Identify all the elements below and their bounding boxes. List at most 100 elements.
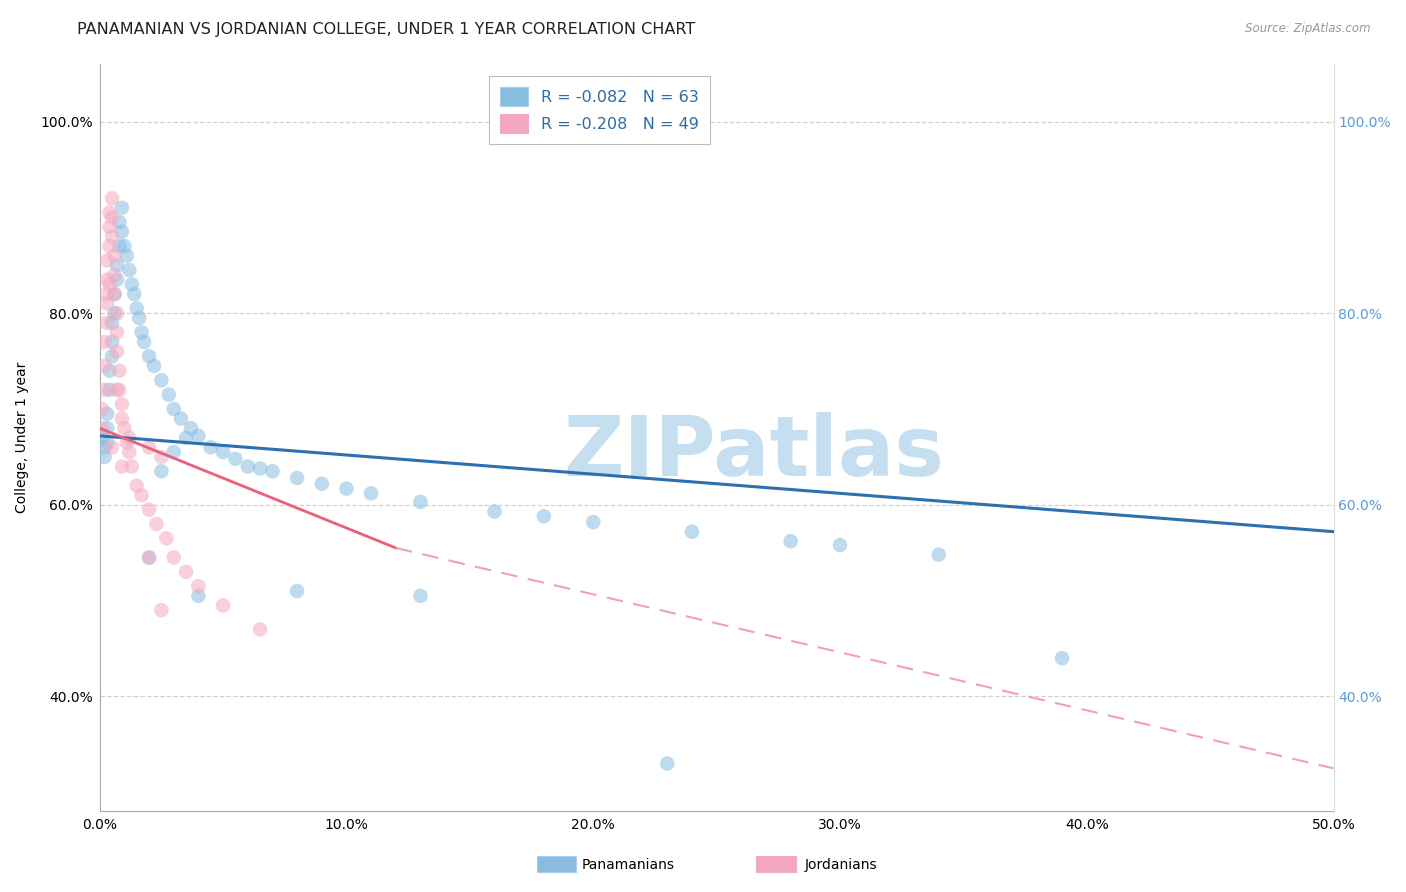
Point	[105, 273, 128, 287]
Point	[928, 548, 950, 562]
Point	[93, 441, 115, 455]
Point	[236, 459, 259, 474]
Point	[335, 482, 357, 496]
Point	[115, 435, 138, 450]
Point	[657, 756, 679, 771]
Point	[101, 316, 124, 330]
Point	[111, 397, 134, 411]
Point	[681, 524, 703, 539]
Point	[125, 301, 148, 316]
Point	[249, 461, 271, 475]
Point	[121, 459, 143, 474]
Point	[138, 349, 160, 363]
Point	[105, 344, 128, 359]
Point	[115, 249, 138, 263]
Point	[138, 550, 160, 565]
Point	[170, 411, 193, 425]
Point	[98, 277, 121, 292]
Point	[131, 326, 153, 340]
Point	[143, 359, 166, 373]
Point	[111, 459, 134, 474]
Point	[180, 421, 202, 435]
Legend: R = -0.082   N = 63, R = -0.208   N = 49: R = -0.082 N = 63, R = -0.208 N = 49	[488, 76, 710, 145]
Point	[103, 306, 125, 320]
Point	[484, 504, 506, 518]
Point	[360, 486, 382, 500]
Point	[163, 550, 186, 565]
Text: ZIPatlas: ZIPatlas	[564, 412, 943, 493]
Point	[96, 273, 118, 287]
Point	[111, 201, 134, 215]
Point	[103, 268, 125, 282]
Point	[108, 239, 131, 253]
Point	[101, 334, 124, 349]
Point	[311, 476, 333, 491]
Point	[128, 310, 150, 325]
Point	[103, 287, 125, 301]
Point	[108, 364, 131, 378]
Point	[112, 239, 135, 253]
Point	[105, 326, 128, 340]
Point	[125, 478, 148, 492]
Point	[91, 402, 114, 417]
Point	[187, 579, 209, 593]
Point	[101, 229, 124, 244]
Point	[93, 334, 115, 349]
Point	[285, 471, 308, 485]
Point	[101, 349, 124, 363]
Point	[91, 421, 114, 435]
Point	[103, 287, 125, 301]
Point	[122, 287, 145, 301]
Point	[103, 249, 125, 263]
Point	[98, 239, 121, 253]
Point	[163, 402, 186, 417]
Text: Jordanians: Jordanians	[804, 858, 877, 872]
Point	[93, 450, 115, 464]
Point	[96, 287, 118, 301]
Point	[118, 431, 141, 445]
Point	[828, 538, 851, 552]
Point	[200, 441, 222, 455]
Point	[262, 464, 284, 478]
Point	[101, 191, 124, 205]
Point	[132, 334, 155, 349]
Y-axis label: College, Under 1 year: College, Under 1 year	[15, 362, 30, 514]
Point	[96, 296, 118, 310]
Point	[111, 411, 134, 425]
Point	[101, 441, 124, 455]
Text: Source: ZipAtlas.com: Source: ZipAtlas.com	[1246, 22, 1371, 36]
Point	[187, 589, 209, 603]
Point	[409, 495, 432, 509]
Point	[533, 509, 555, 524]
Point	[105, 258, 128, 272]
Point	[105, 306, 128, 320]
Point	[105, 383, 128, 397]
Point	[138, 550, 160, 565]
Point	[101, 211, 124, 225]
Point	[118, 263, 141, 277]
Point	[98, 205, 121, 219]
Point	[98, 383, 121, 397]
Point	[150, 450, 173, 464]
Point	[118, 445, 141, 459]
Point	[150, 464, 173, 478]
Point	[582, 515, 605, 529]
Point	[91, 431, 114, 445]
Point	[285, 584, 308, 599]
Point	[96, 316, 118, 330]
Point	[96, 407, 118, 421]
Point	[157, 387, 180, 401]
Point	[108, 215, 131, 229]
Point	[96, 421, 118, 435]
Point	[111, 225, 134, 239]
Point	[155, 532, 177, 546]
Point	[98, 219, 121, 234]
Point	[779, 534, 801, 549]
Point	[150, 603, 173, 617]
Point	[174, 431, 197, 445]
Point	[112, 421, 135, 435]
Point	[98, 364, 121, 378]
Point	[96, 253, 118, 268]
Point	[409, 589, 432, 603]
Point	[138, 441, 160, 455]
